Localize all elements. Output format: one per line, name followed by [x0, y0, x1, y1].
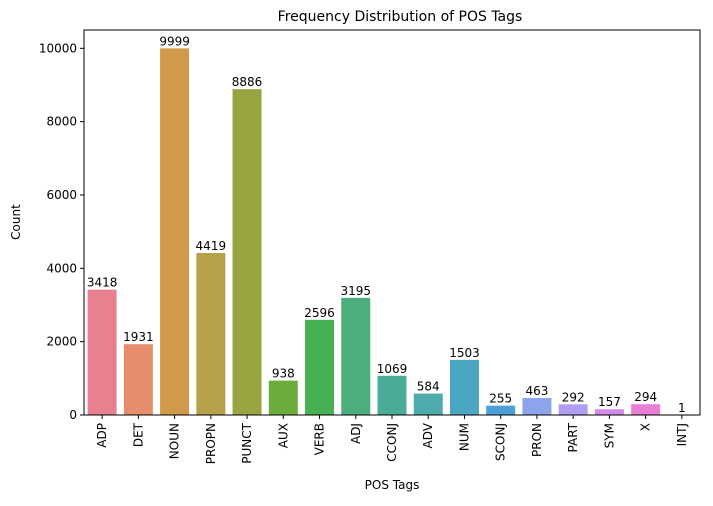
x-tick-label: NUM — [457, 423, 471, 451]
x-tick-label: PRON — [530, 423, 544, 457]
bar-punct — [232, 89, 262, 416]
bar-adv — [413, 393, 443, 415]
x-tick-label: AUX — [276, 423, 290, 448]
bar-adj — [341, 297, 371, 415]
x-tick-label: DET — [131, 422, 145, 447]
bar-value-label: 3195 — [340, 284, 371, 298]
x-tick-label: ADJ — [349, 423, 363, 444]
bar-adp — [87, 289, 117, 415]
x-tick-label: SYM — [602, 423, 616, 448]
x-tick-label: ADP — [95, 423, 109, 448]
bar-value-label: 1069 — [377, 362, 408, 376]
bar-value-label: 8886 — [232, 75, 263, 89]
y-axis: 0 2000 4000 6000 8000 10000 — [39, 41, 84, 422]
x-axis: ADP DET NOUN PROPN PUNCT AUX VERB ADJ CCONJ ADV NU… — [95, 415, 689, 464]
x-tick-label: VERB — [313, 423, 327, 455]
bar-cconj — [377, 375, 407, 415]
bar-det — [123, 344, 153, 415]
chart-title: Frequency Distribution of POS Tags — [278, 9, 523, 25]
bar-propn — [196, 252, 226, 415]
bar-value-label: 584 — [417, 380, 440, 394]
bar-value-label: 1503 — [449, 346, 480, 360]
bar-value-label: 3418 — [87, 276, 118, 290]
bar-x — [631, 404, 661, 415]
bars — [87, 48, 697, 416]
bar-num — [449, 359, 479, 415]
bar-value-label: 4419 — [196, 239, 227, 253]
x-tick-label: ADV — [421, 422, 435, 448]
bar-sconj — [486, 405, 516, 415]
y-tick-label: 0 — [69, 408, 77, 422]
bar-value-label: 938 — [272, 367, 295, 381]
bar-value-label: 2596 — [304, 306, 335, 320]
y-tick-label: 10000 — [39, 41, 77, 55]
x-tick-label: NOUN — [168, 423, 182, 459]
bar-value-labels: 3418 1931 9999 4419 8886 938 2596 3195 1069 584 15… — [87, 34, 686, 415]
bar-value-label: 294 — [634, 390, 657, 404]
bar-value-label: 1 — [678, 401, 686, 415]
bar-value-label: 1931 — [123, 330, 154, 344]
x-tick-label: PROPN — [204, 423, 218, 464]
x-tick-label: PART — [566, 422, 580, 452]
x-tick-label: X — [639, 423, 653, 431]
bar-verb — [305, 319, 335, 415]
bar-pron — [522, 398, 552, 415]
y-tick-label: 2000 — [46, 335, 77, 349]
bar-value-label: 292 — [562, 390, 585, 404]
bar-sym — [594, 409, 624, 415]
y-axis-label: Count — [9, 204, 23, 240]
y-tick-label: 6000 — [46, 188, 77, 202]
bar-part — [558, 404, 588, 415]
bar-noun — [160, 48, 190, 416]
bar-value-label: 157 — [598, 395, 621, 409]
x-tick-label: SCONJ — [494, 423, 508, 461]
y-tick-label: 8000 — [46, 115, 77, 129]
x-tick-label: PUNCT — [240, 422, 254, 463]
x-tick-label: CCONJ — [385, 423, 399, 462]
x-tick-label: INTJ — [675, 423, 689, 446]
plot-frame — [83, 29, 701, 416]
bar-value-label: 463 — [525, 384, 548, 398]
x-axis-label: POS Tags — [365, 478, 420, 492]
bar-value-label: 255 — [489, 392, 512, 406]
bar-aux — [268, 380, 298, 415]
bar-value-label: 9999 — [159, 34, 190, 48]
y-tick-label: 4000 — [46, 261, 77, 275]
